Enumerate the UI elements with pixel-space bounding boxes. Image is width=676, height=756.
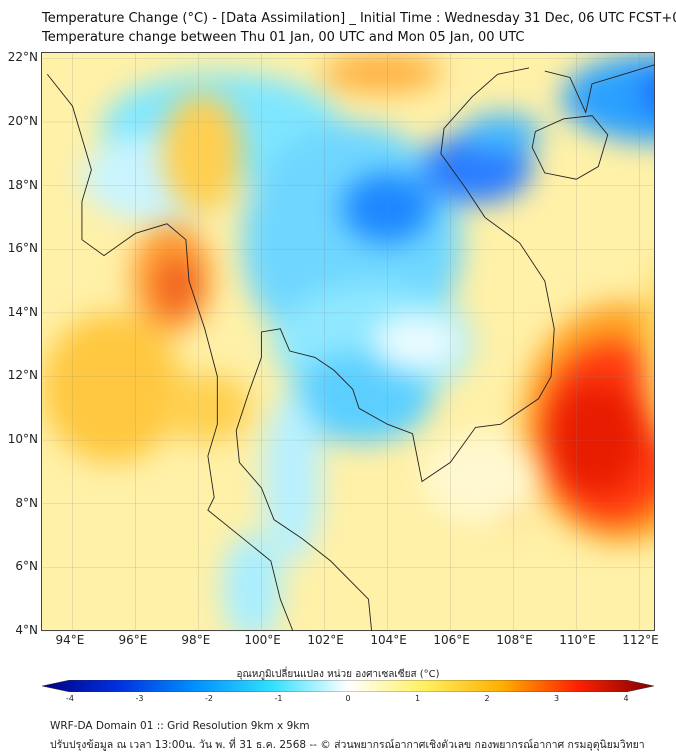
temperature-change-map [41, 52, 655, 631]
temperature-anomaly-region [162, 93, 242, 213]
footer-model-info: WRF-DA Domain 01 :: Grid Resolution 9km … [50, 720, 310, 732]
temperature-anomaly-region [222, 533, 282, 630]
longitude-label: 108°E [496, 633, 533, 647]
colorbar-tick-label: 0 [345, 694, 351, 703]
latitude-label: 12°N [7, 368, 38, 383]
colorbar-tick-label: -3 [135, 694, 144, 703]
coastline [46, 73, 294, 632]
latitude-label: 6°N [15, 559, 38, 574]
coastline [531, 115, 609, 180]
longitude-label: 94°E [55, 633, 85, 647]
latitude-label: 18°N [7, 177, 38, 192]
latitude-label: 22°N [7, 50, 38, 65]
longitude-label: 98°E [181, 633, 211, 647]
temperature-anomaly-region [262, 393, 322, 563]
colorbar-tick-label: -1 [274, 694, 283, 703]
colorbar-tick-label: -4 [66, 694, 74, 703]
colorbar-scale [42, 680, 654, 692]
longitude-label: 110°E [559, 633, 596, 647]
coastline [544, 64, 656, 114]
latitude-label: 10°N [7, 432, 38, 447]
temperature-anomaly-region [372, 313, 462, 373]
colorbar-tick-label: -2 [205, 694, 213, 703]
temperature-anomaly-region [162, 373, 252, 443]
latitude-label: 16°N [7, 241, 38, 256]
colorbar-tick-label: 3 [553, 694, 560, 703]
temperature-anomaly-region [342, 173, 432, 243]
latitude-label: 20°N [7, 113, 38, 128]
colorbar-tick-label: 2 [484, 694, 490, 703]
chart-subtitle: Temperature change between Thu 01 Jan, 0… [42, 30, 525, 45]
colorbar-tick-label: 1 [414, 694, 421, 703]
longitude-label: 102°E [307, 633, 344, 647]
colorbar [42, 680, 654, 692]
longitude-label: 104°E [370, 633, 407, 647]
latitude-label: 4°N [15, 623, 38, 637]
longitude-label: 96°E [118, 633, 148, 647]
chart-title: Temperature Change (°C) - [Data Assimila… [42, 11, 676, 26]
longitude-label: 106°E [433, 633, 470, 647]
longitude-label: 100°E [244, 633, 281, 647]
temperature-anomaly-region [322, 53, 442, 93]
latitude-label: 14°N [7, 304, 38, 319]
temperature-field [42, 53, 654, 630]
latitude-label: 8°N [15, 495, 38, 510]
temperature-anomaly-region [42, 313, 182, 463]
longitude-label: 112°E [622, 633, 659, 647]
temperature-anomaly-region [422, 433, 542, 523]
coastline [235, 67, 555, 632]
footer-update-info: ปรับปรุงข้อมูล ณ เวลา 13:00น. วัน พ. ที่… [50, 739, 645, 751]
temperature-anomaly-region [462, 113, 542, 153]
temperature-anomaly-region [552, 383, 642, 493]
colorbar-title: อุณหภูมิเปลี่ยนแปลง หน่วย องศาเซลเซียส (… [236, 669, 440, 680]
colorbar-tick-label: 4 [623, 694, 629, 703]
